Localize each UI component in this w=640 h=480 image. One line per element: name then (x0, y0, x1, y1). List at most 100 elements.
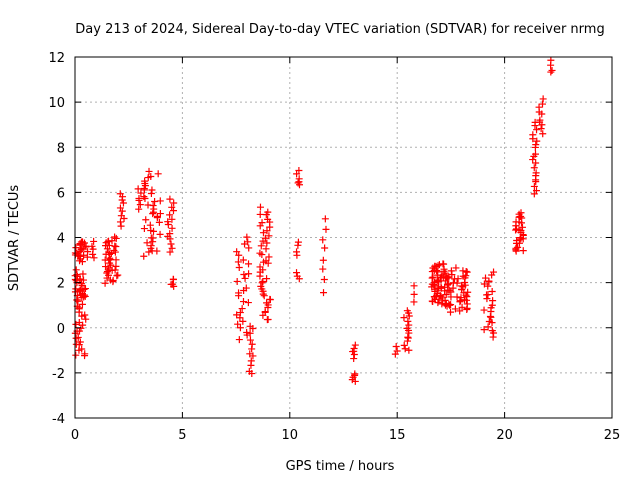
data-point (439, 260, 447, 268)
data-point (464, 288, 472, 296)
data-point (245, 244, 253, 252)
data-point (147, 234, 155, 242)
data-point (400, 314, 408, 322)
data-point (105, 248, 113, 256)
data-point (72, 266, 80, 274)
data-point (405, 321, 413, 329)
x-tick-labels: 0 5 10 15 20 25 (71, 428, 620, 443)
data-point (434, 262, 442, 270)
data-point (512, 218, 520, 226)
data-point (116, 218, 124, 226)
data-point (263, 299, 271, 307)
data-point (518, 223, 526, 231)
data-point (457, 282, 465, 290)
data-point (458, 303, 466, 311)
data-point (485, 277, 493, 285)
data-point (236, 324, 244, 332)
data-point (168, 203, 176, 211)
data-point (405, 312, 413, 320)
data-point (236, 309, 244, 317)
data-point (81, 285, 89, 293)
data-point (514, 243, 522, 251)
x-tick-label: 15 (389, 428, 406, 443)
data-point (135, 194, 143, 202)
data-point (393, 347, 401, 355)
data-point (112, 234, 120, 242)
data-point (532, 159, 540, 167)
y-tick-label: 4 (57, 232, 65, 247)
data-point (530, 164, 538, 172)
data-point (234, 320, 242, 328)
data-point (247, 357, 255, 365)
data-point (140, 252, 148, 260)
data-point (256, 203, 264, 211)
data-point (532, 169, 540, 177)
data-point (532, 150, 540, 158)
data-point (488, 327, 496, 335)
data-point (79, 270, 87, 278)
data-point (81, 350, 89, 358)
data-point (404, 333, 412, 341)
data-point (512, 225, 520, 233)
data-point (150, 227, 158, 235)
data-point (246, 322, 254, 330)
data-point (78, 300, 86, 308)
data-point (233, 311, 241, 319)
data-point (81, 292, 89, 300)
data-point (451, 305, 459, 313)
data-point (456, 307, 464, 315)
data-point (142, 216, 150, 224)
data-point (400, 341, 408, 349)
data-point (445, 300, 453, 308)
data-point (234, 258, 242, 266)
data-point (484, 291, 492, 299)
data-point (111, 242, 119, 250)
data-point (401, 345, 409, 353)
data-point (88, 242, 96, 250)
data-point (156, 210, 164, 218)
data-point (155, 218, 163, 226)
data-point (449, 279, 457, 287)
axis-ticks (74, 56, 613, 419)
data-point (529, 156, 537, 164)
y-tick-label: 0 (57, 322, 65, 337)
data-point (263, 227, 271, 235)
data-point (140, 225, 148, 233)
data-point (241, 274, 249, 282)
data-point (244, 238, 252, 246)
data-point (532, 141, 540, 149)
data-point (233, 277, 241, 285)
data-point (156, 197, 164, 205)
data-point (168, 215, 176, 223)
data-point (134, 185, 142, 193)
data-point (135, 205, 143, 213)
data-point (463, 300, 471, 308)
data-point (78, 345, 86, 353)
data-point (263, 316, 271, 324)
data-point (266, 295, 274, 303)
y-tick-label: -4 (52, 412, 65, 427)
data-point (319, 236, 327, 244)
data-point (239, 256, 247, 264)
data-point (262, 245, 270, 253)
data-point (262, 257, 270, 265)
data-point (80, 285, 88, 293)
x-tick-label: 5 (178, 428, 186, 443)
data-point (532, 187, 540, 195)
data-point (319, 256, 327, 264)
data-point (265, 232, 273, 240)
data-point (119, 199, 127, 207)
data-point (484, 323, 492, 331)
data-point (539, 130, 547, 138)
data-point (240, 270, 248, 278)
data-point (246, 336, 254, 344)
data-point (147, 242, 155, 250)
x-tick-label: 25 (604, 428, 621, 443)
data-point (391, 350, 399, 358)
data-point (246, 350, 254, 358)
data-point (102, 263, 110, 271)
data-point (80, 276, 88, 284)
data-point (295, 167, 303, 175)
data-point (103, 269, 111, 277)
